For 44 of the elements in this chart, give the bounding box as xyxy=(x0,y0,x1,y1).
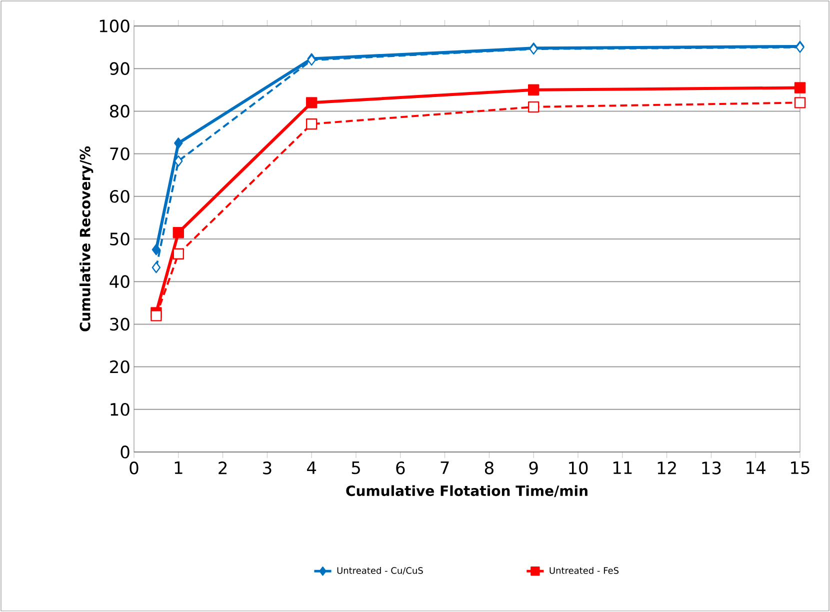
x-tick-label: 6 xyxy=(396,462,405,474)
x-axis-title: Cumulative Flotation Time/min xyxy=(346,485,588,498)
point xyxy=(172,227,184,238)
x-tick-label: 1 xyxy=(174,462,182,474)
y-tick-label: 40 xyxy=(110,275,130,288)
point xyxy=(528,84,540,96)
x-tick-label: 8 xyxy=(484,462,494,474)
x-tick-label: 10 xyxy=(569,462,588,474)
x-tick-label: 9 xyxy=(529,462,538,474)
point xyxy=(174,138,183,149)
point xyxy=(174,155,183,167)
x-tick-label: 5 xyxy=(352,462,360,474)
x-tick-label: 15 xyxy=(791,462,810,474)
point xyxy=(306,97,318,108)
y-tick-label: 80 xyxy=(110,104,130,118)
x-tick-label: 0 xyxy=(130,462,138,474)
point xyxy=(150,310,162,322)
x-tick-label: 13 xyxy=(702,462,721,474)
point xyxy=(172,248,184,260)
point xyxy=(528,101,540,113)
x-tick-label: 2 xyxy=(218,462,227,474)
point xyxy=(152,244,161,256)
point xyxy=(794,82,806,94)
x-tick-label: 11 xyxy=(613,462,632,474)
x-tick-label: 14 xyxy=(746,462,766,474)
y-tick-label: 10 xyxy=(110,402,130,416)
x-tick-label: 7 xyxy=(440,462,449,474)
y-tick-label: 30 xyxy=(110,318,130,331)
point xyxy=(152,262,161,274)
y-tick-label: 90 xyxy=(110,62,130,76)
y-tick-label: 0 xyxy=(120,446,130,458)
point xyxy=(306,118,318,130)
y-axis-title: Cumulative Recovery/% xyxy=(80,146,94,332)
legend-label: Untreated - Cu/CuS xyxy=(337,566,423,575)
x-tick-label: 3 xyxy=(263,462,272,474)
y-tick-label: 70 xyxy=(110,147,130,160)
x-tick-label: 12 xyxy=(658,462,676,474)
legend-label: Untreated - FeS xyxy=(550,566,619,574)
point xyxy=(794,97,806,108)
y-tick-label: 20 xyxy=(110,360,130,374)
y-tick-label: 100 xyxy=(100,20,130,32)
y-tick-label: 50 xyxy=(110,232,130,246)
x-tick-label: 4 xyxy=(307,462,316,474)
y-tick-label: 60 xyxy=(110,190,130,203)
